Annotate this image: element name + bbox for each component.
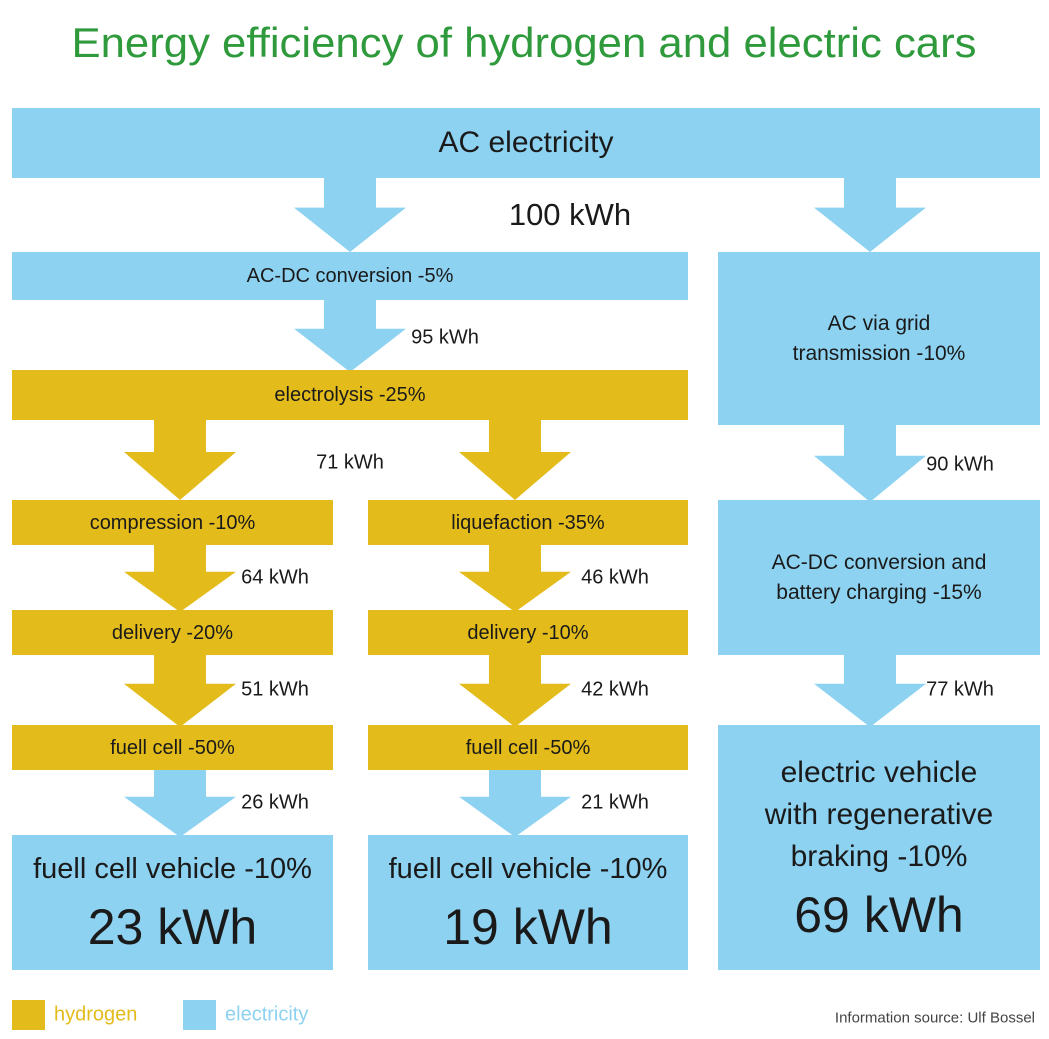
flow-arrow — [814, 655, 926, 727]
process-box: fuell cell -50% — [368, 725, 688, 770]
flow-arrow — [294, 178, 406, 252]
flow-arrow — [124, 655, 236, 727]
result-energy: 23 kWh — [87, 898, 258, 955]
flow-energy: 95 kWh — [411, 326, 479, 349]
box-label: compression -10% — [89, 511, 256, 534]
box-label: delivery -20% — [111, 621, 234, 644]
process-box: delivery -20% — [12, 610, 333, 655]
process-box: AC-DC conversion and battery charging -1… — [718, 500, 1040, 655]
box-label: fuell cell vehicle -10% — [388, 853, 668, 886]
box-label: AC electricity — [438, 126, 614, 159]
flow-energy: 26 kWh — [241, 791, 309, 814]
source-note: Information source: Ulf Bossel — [834, 1009, 1035, 1027]
box-label: electrolysis -25% — [274, 384, 426, 406]
flow-energy: 21 kWh — [581, 791, 649, 814]
box-label: fuell cell -50% — [465, 736, 591, 759]
flow-energy: 46 kWh — [581, 566, 649, 589]
flow-energy: 64 kWh — [241, 566, 309, 589]
legend-swatch — [183, 1000, 216, 1030]
flow-arrow — [459, 655, 571, 727]
process-box: liquefaction -35% — [368, 500, 688, 545]
flow-arrow — [814, 425, 926, 502]
box-label: electric vehicle with regenerative braki… — [764, 755, 994, 873]
box-label: fuell cell vehicle -10% — [33, 853, 312, 886]
flow-arrow — [814, 178, 926, 252]
title: Energy efficiency of hydrogen and electr… — [72, 19, 977, 66]
result-energy: 69 kWh — [794, 886, 964, 943]
result-energy: 19 kWh — [443, 898, 613, 955]
process-box: AC via grid transmission -10% — [718, 252, 1040, 425]
flow-arrow — [459, 770, 571, 837]
flow-arrow — [294, 300, 406, 372]
process-box: fuell cell vehicle -10% 23 kWh — [12, 835, 333, 970]
process-box: electric vehicle with regenerative braki… — [718, 725, 1040, 970]
process-box: delivery -10% — [368, 610, 688, 655]
process-box: AC-DC conversion -5% — [12, 252, 688, 300]
flow-arrow — [459, 420, 571, 500]
box-label: liquefaction -35% — [451, 511, 605, 534]
flow-arrow — [124, 545, 236, 612]
flow-energy: 77 kWh — [926, 678, 994, 701]
process-box: AC electricity — [12, 108, 1040, 178]
box-label: AC via grid transmission -10% — [792, 312, 966, 365]
process-box: electrolysis -25% — [12, 370, 688, 420]
flow-energy: 71 kWh — [316, 451, 384, 474]
legend-label: hydrogen — [54, 1003, 138, 1026]
flow-energy: 42 kWh — [581, 678, 649, 701]
legend-label: electricity — [225, 1003, 309, 1026]
legend-swatch — [12, 1000, 45, 1030]
flow-energy: 90 kWh — [926, 453, 994, 476]
box-label: delivery -10% — [467, 621, 589, 644]
box-label: AC-DC conversion and battery charging -1… — [771, 551, 987, 604]
flow-energy: 51 kWh — [241, 678, 309, 701]
flow-arrow — [124, 420, 236, 500]
box-label: fuell cell -50% — [110, 736, 235, 759]
box-label: AC-DC conversion -5% — [246, 265, 454, 287]
flow-arrow — [459, 545, 571, 612]
flow-energy: 100 kWh — [508, 197, 632, 232]
process-box: fuell cell vehicle -10% 19 kWh — [368, 835, 688, 970]
flow-arrow — [124, 770, 236, 837]
process-box: compression -10% — [12, 500, 333, 545]
process-box: fuell cell -50% — [12, 725, 333, 770]
